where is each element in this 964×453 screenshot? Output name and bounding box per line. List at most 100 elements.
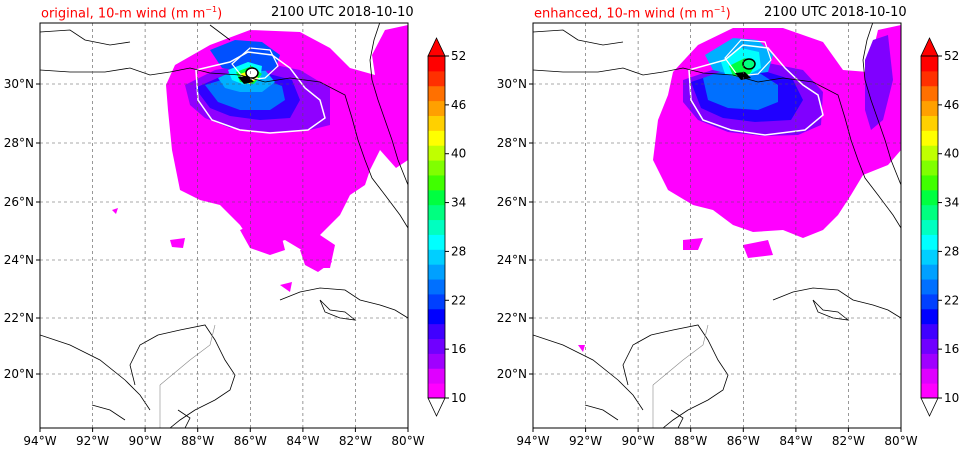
colorbar-segment <box>428 368 445 384</box>
colorbar-segment <box>428 56 445 72</box>
colorbar: 52 46 40 34 28 22 16 10 <box>920 37 959 417</box>
colorbar-tick-label: 52 <box>451 49 466 63</box>
lat-tick-label: 30°N <box>4 77 34 91</box>
colorbar-over-arrow <box>920 37 939 57</box>
colorbar-tick-label: 28 <box>451 244 466 258</box>
lon-tick-label: 86°W <box>234 434 267 448</box>
colorbar-segment <box>921 383 938 399</box>
colorbar-segment <box>428 160 445 176</box>
colorbar-segment <box>428 70 445 87</box>
colorbar-segment <box>921 115 938 131</box>
colorbar-segment <box>428 293 445 310</box>
colorbar-segment <box>921 279 938 295</box>
colorbar-tick-label: 16 <box>944 342 959 356</box>
colorbar-tick-label: 52 <box>944 49 959 63</box>
colorbar-tick-label: 40 <box>451 147 466 161</box>
colorbar-segment <box>428 130 445 146</box>
colorbar-tick-label: 28 <box>944 244 959 258</box>
colorbar-segment <box>428 189 445 206</box>
colorbar-segment <box>921 189 938 206</box>
wind-map: 94°W 92°W 90°W 88°W 86°W 84°W 82°W 80°W 30°N 28°… <box>4 22 466 448</box>
colorbar-segment <box>921 204 938 221</box>
colorbar-segment <box>428 249 445 265</box>
lon-tick-label: 84°W <box>779 434 812 448</box>
colorbar-segment <box>921 56 938 72</box>
colorbar-segment <box>921 174 938 191</box>
colorbar-frame <box>427 55 446 399</box>
lat-tick-label: 26°N <box>497 195 527 209</box>
lon-tick-label: 90°W <box>622 434 655 448</box>
colorbar-segment <box>428 145 445 161</box>
colorbar-segment <box>921 160 938 176</box>
lon-tick-label: 80°W <box>884 434 917 448</box>
colorbar-frame <box>920 55 939 399</box>
colorbar-tick-label: 40 <box>944 147 959 161</box>
lat-tick-label: 22°N <box>4 311 34 325</box>
colorbar-under-arrow <box>920 397 939 417</box>
colorbar-segment <box>921 338 938 354</box>
colorbar-segment <box>921 234 938 250</box>
colorbar-segment <box>921 293 938 310</box>
colorbar-segment <box>921 100 938 116</box>
panel-title: original, 10-m wind (m m−1) <box>41 5 223 22</box>
lat-tick-label: 28°N <box>497 136 527 150</box>
colorbar-under-arrow <box>427 397 446 417</box>
colorbar-segment <box>428 353 445 369</box>
lon-tick-label: 82°W <box>832 434 865 448</box>
colorbar-segment <box>921 368 938 384</box>
lat-tick-label: 20°N <box>497 367 527 381</box>
lon-tick-label: 86°W <box>727 434 760 448</box>
colorbar-tick-label: 46 <box>944 98 959 112</box>
lon-ticks: 94°W 92°W 90°W 88°W 86°W 84°W 82°W 80°W <box>23 428 425 448</box>
colorbar-tick-label: 46 <box>451 98 466 112</box>
colorbar-tick-label: 16 <box>451 342 466 356</box>
panel-timestamp: 2100 UTC 2018-10-10 <box>271 5 414 20</box>
panel-enhanced: enhanced, 10-m wind (m m−1) 2100 UTC 201… <box>493 0 964 453</box>
colorbar-segment <box>921 130 938 146</box>
lon-tick-label: 88°W <box>181 434 214 448</box>
colorbar-segment <box>921 85 938 102</box>
lat-tick-label: 24°N <box>4 253 34 267</box>
lat-tick-label: 22°N <box>497 311 527 325</box>
colorbar-segment <box>921 249 938 265</box>
lon-tick-label: 84°W <box>286 434 319 448</box>
panel-timestamp: 2100 UTC 2018-10-10 <box>764 5 907 20</box>
lat-tick-label: 30°N <box>497 77 527 91</box>
lon-tick-label: 92°W <box>569 434 602 448</box>
colorbar-segment <box>921 219 938 235</box>
colorbar-segment <box>428 85 445 102</box>
colorbar-segment <box>428 174 445 191</box>
lat-ticks: 30°N 28°N 26°N 24°N 22°N 20°N <box>497 77 533 381</box>
colorbar-segment <box>428 115 445 131</box>
lat-tick-label: 20°N <box>4 367 34 381</box>
lat-ticks: 30°N 28°N 26°N 24°N 22°N 20°N <box>4 77 40 381</box>
colorbar-segment <box>428 338 445 354</box>
colorbar-segment <box>428 219 445 235</box>
colorbar-segment <box>921 308 938 325</box>
lon-tick-label: 80°W <box>391 434 424 448</box>
lon-tick-label: 88°W <box>674 434 707 448</box>
colorbar-segment <box>921 145 938 161</box>
lat-tick-label: 28°N <box>4 136 34 150</box>
colorbar-segment <box>428 100 445 116</box>
colorbar-segment <box>428 204 445 221</box>
colorbar-segment <box>921 353 938 369</box>
colorbar-segment <box>428 308 445 325</box>
lon-ticks: 94°W 92°W 90°W 88°W 86°W 84°W 82°W 80°W <box>516 428 918 448</box>
lon-tick-label: 90°W <box>129 434 162 448</box>
colorbar-segment <box>921 323 938 340</box>
colorbar-segment <box>428 383 445 399</box>
colorbar-tick-label: 10 <box>451 391 466 405</box>
panel-title: enhanced, 10-m wind (m m−1) <box>534 5 731 22</box>
lon-tick-label: 92°W <box>76 434 109 448</box>
colorbar-segment <box>921 264 938 280</box>
wind-map: 94°W 92°W 90°W 88°W 86°W 84°W 82°W 80°W 30°N 28°… <box>497 22 959 448</box>
lon-tick-label: 94°W <box>516 434 549 448</box>
colorbar-tick-label: 10 <box>944 391 959 405</box>
panel-original: original, 10-m wind (m m−1) 2100 UTC 201… <box>0 0 480 453</box>
colorbar-segment <box>428 279 445 295</box>
lat-tick-label: 26°N <box>4 195 34 209</box>
colorbar-segment <box>428 323 445 340</box>
lon-tick-label: 94°W <box>23 434 56 448</box>
colorbar-segment <box>428 264 445 280</box>
